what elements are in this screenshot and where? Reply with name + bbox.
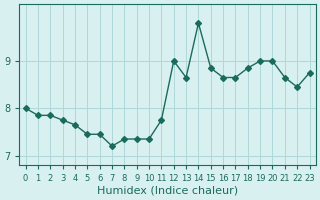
X-axis label: Humidex (Indice chaleur): Humidex (Indice chaleur) — [97, 186, 238, 196]
